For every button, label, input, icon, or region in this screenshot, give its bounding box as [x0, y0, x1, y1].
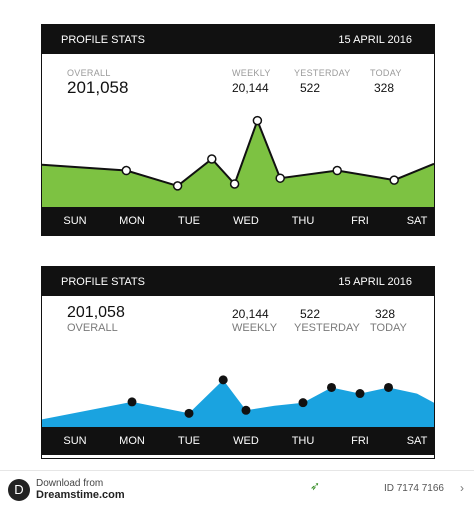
data-point — [241, 405, 251, 415]
overall-label: OVERALL — [67, 68, 111, 78]
day-tick-label: TUE — [178, 435, 200, 447]
footer-bar: D Download from Dreamstime.com ➶ ID 7174… — [0, 470, 474, 507]
yesterday-value: 522 — [300, 307, 321, 321]
data-point — [184, 408, 194, 418]
day-tick-label: SAT — [406, 435, 428, 447]
data-point — [389, 175, 399, 185]
data-point — [218, 375, 228, 385]
yesterday-value: 522 — [300, 81, 321, 95]
overall-value: 201,058 — [67, 78, 129, 97]
yesterday-label: YESTERDAY — [294, 322, 360, 334]
today-value: 328 — [375, 307, 396, 321]
day-tick-label: WED — [233, 435, 259, 447]
profile-stats-widget: PROFILE STATS 15 APRIL 2016 OVERALL 201,… — [41, 24, 435, 236]
day-tick-label: THU — [291, 435, 315, 447]
yesterday-label: YESTERDAY — [294, 68, 351, 78]
data-point — [327, 382, 336, 392]
day-tick-label: SAT — [406, 215, 428, 227]
weekly-label: WEEKLY — [232, 68, 271, 78]
area-series — [42, 379, 434, 427]
widget-header: PROFILE STATS 15 APRIL 2016 — [42, 25, 434, 54]
day-tick-label: FRI — [351, 215, 369, 227]
day-tick-label: MON — [119, 215, 145, 227]
dreamstime-logo-icon: D — [8, 479, 30, 501]
data-point — [275, 173, 285, 183]
profile-stats-widget: PROFILE STATS 15 APRIL 2016 201,058 OVER… — [41, 266, 435, 459]
chevron-icon: › — [460, 481, 464, 495]
widget-date: 15 APRIL 2016 — [338, 276, 412, 288]
today-label: TODAY — [370, 68, 402, 78]
day-tick-label: THU — [291, 215, 315, 227]
widget-title: PROFILE STATS — [61, 34, 145, 46]
day-axis: SUN MON TUE WED THU FRI SAT — [42, 427, 434, 455]
day-tick-label: MON — [119, 435, 145, 447]
arrow-icon: ➶ — [310, 479, 321, 493]
data-point — [127, 397, 137, 407]
area-series — [42, 120, 434, 207]
day-tick-label: SUN — [63, 435, 87, 447]
data-point — [298, 398, 308, 408]
data-point — [121, 165, 132, 176]
area-chart — [42, 115, 434, 207]
today-value: 328 — [374, 81, 395, 95]
data-point — [355, 389, 365, 399]
image-id: ID 7174 7166 — [383, 483, 444, 494]
day-tick-label: TUE — [178, 215, 200, 227]
overall-value: 201,058 — [67, 304, 125, 321]
day-tick-label: FRI — [351, 435, 369, 447]
site-name: Dreamstime.com — [36, 489, 125, 501]
day-axis: SUN MON TUE WED THU FRI SAT — [42, 207, 434, 235]
series-line — [42, 117, 434, 188]
area-chart — [42, 375, 434, 427]
weekly-label: WEEKLY — [232, 322, 278, 334]
weekly-value: 20,144 — [232, 307, 269, 321]
data-point — [252, 115, 263, 126]
data-point — [332, 165, 342, 176]
data-point — [172, 181, 183, 191]
day-tick-label: WED — [233, 215, 259, 227]
widget-date: 15 APRIL 2016 — [338, 34, 412, 46]
widget-header: PROFILE STATS 15 APRIL 2016 — [42, 267, 434, 296]
download-from-text: Download from — [36, 478, 104, 489]
overall-label: OVERALL — [67, 322, 118, 334]
widget-title: PROFILE STATS — [61, 276, 145, 288]
data-point — [384, 382, 393, 392]
data-point — [229, 179, 240, 189]
today-label: TODAY — [370, 322, 407, 334]
weekly-value: 20,144 — [232, 81, 269, 95]
data-point — [207, 154, 217, 164]
day-tick-label: SUN — [63, 215, 87, 227]
